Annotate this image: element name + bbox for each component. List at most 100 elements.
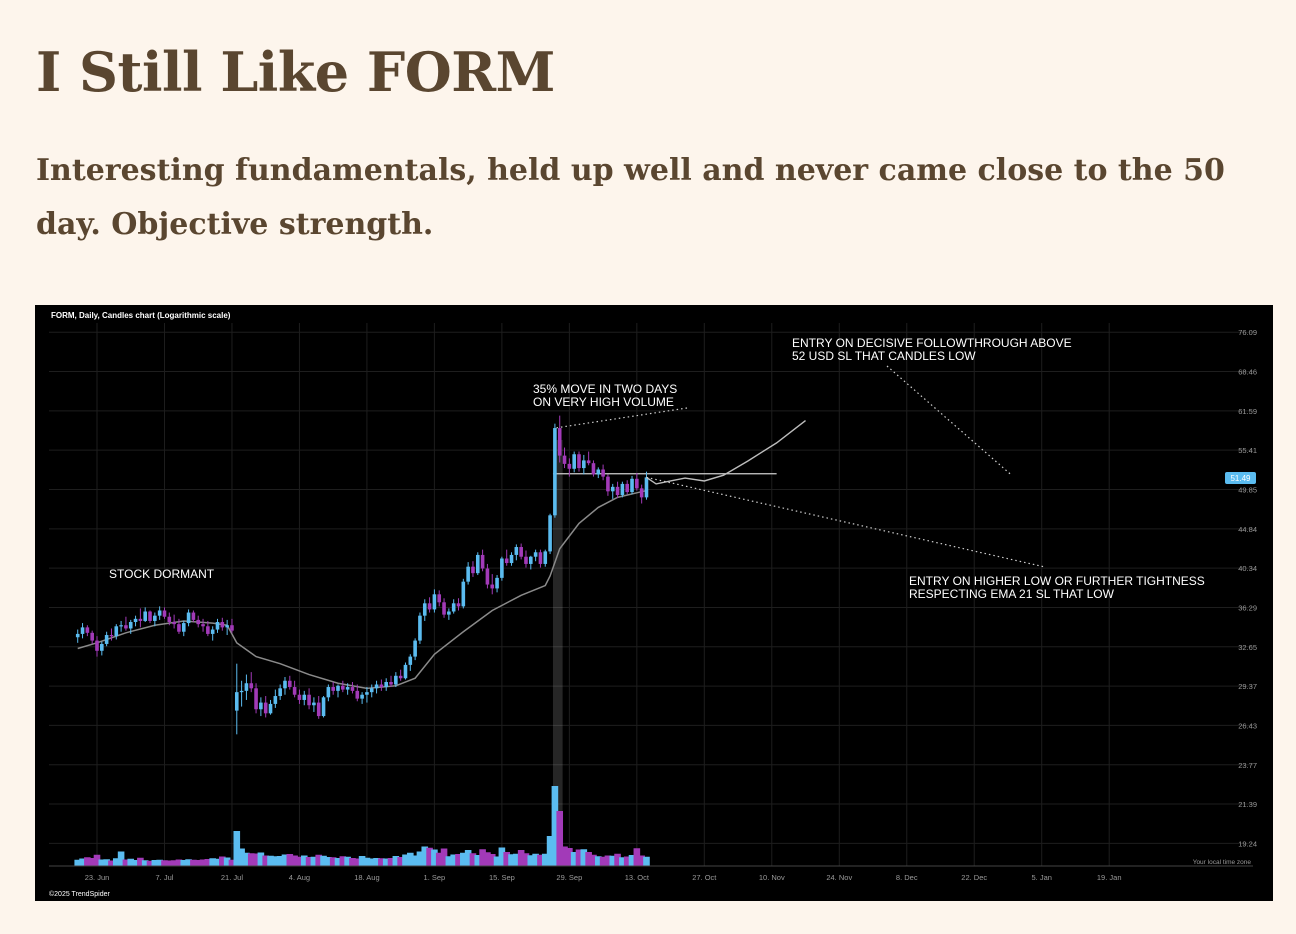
time-tick-3: 4. Aug: [289, 873, 310, 882]
candle-body-82: [471, 566, 475, 574]
volume-bar-72: [421, 846, 429, 866]
candles-layer: [75, 415, 649, 735]
volume-bar-51: [320, 855, 327, 866]
volume-bar-50: [315, 854, 323, 866]
volume-bar-31: [223, 857, 231, 866]
candle-body-89: [504, 558, 509, 564]
connector-entry-followthrough: [886, 365, 1011, 475]
volume-bar-87: [493, 856, 501, 866]
candle-body-68: [403, 664, 408, 679]
volume-bar-96: [537, 854, 544, 866]
candle-body-45: [292, 687, 297, 695]
time-tick-14: 5. Jan: [1032, 873, 1052, 882]
volume-bar-15: [146, 860, 154, 866]
candle-body-105: [582, 460, 586, 469]
time-tick-4: 18. Aug: [354, 873, 379, 882]
chart-title: FORM, Daily, Candles chart (Logarithmic …: [51, 311, 231, 320]
volume-bar-80: [460, 852, 467, 866]
candle-body-19: [167, 616, 172, 623]
candle-body-22: [181, 623, 186, 632]
volume-bar-37: [252, 853, 260, 866]
time-tick-2: 21. Jul: [221, 873, 243, 882]
candle-body-40: [268, 703, 273, 714]
candle-body-4: [95, 640, 99, 651]
volume-bar-98: [546, 836, 554, 866]
volume-bar-69: [407, 852, 414, 866]
article-subtitle: Interesting fundamentals, held up well a…: [36, 153, 1225, 242]
candle-body-3: [90, 632, 94, 641]
volume-bar-107: [590, 854, 597, 866]
volume-bar-89: [503, 852, 510, 866]
volume-bar-114: [623, 856, 631, 866]
candle-body-37: [254, 688, 258, 710]
candle-body-109: [601, 469, 605, 477]
volume-bar-43: [281, 854, 289, 866]
candle-body-90: [509, 554, 514, 564]
volume-bar-24: [190, 859, 197, 866]
annotation-35pct-move-line-0: 35% MOVE IN TWO DAYS: [533, 382, 677, 396]
volume-bar-55: [339, 856, 347, 866]
candle-body-31: [225, 625, 229, 628]
candle-body-61: [369, 688, 374, 693]
candle-body-50: [316, 702, 321, 717]
article-title: I Still Like FORM: [36, 40, 555, 104]
candle-body-17: [157, 610, 162, 616]
candle-body-113: [620, 483, 625, 496]
candle-body-25: [196, 619, 201, 625]
candle-body-54: [336, 685, 340, 691]
candle-body-42: [278, 688, 282, 697]
candle-body-104: [577, 454, 581, 469]
volume-bar-12: [132, 860, 139, 866]
candle-body-93: [524, 556, 528, 564]
volume-bar-46: [296, 856, 303, 866]
volume-bar-104: [575, 849, 583, 866]
candle-body-103: [572, 454, 576, 469]
chart-canvas[interactable]: 76.09 68.46 61.59 55.41 49.85 44.84 40.34 36.29…: [35, 305, 1273, 901]
candle-body-44: [288, 680, 292, 688]
annotation-entry-higher-low-line-1: RESPECTING EMA 21 SL THAT LOW: [909, 587, 1115, 601]
price-tick-9: 29.37: [1238, 682, 1257, 691]
volume-bar-54: [334, 858, 342, 866]
annotation-35pct-move-line-1: ON VERY HIGH VOLUME: [533, 395, 674, 409]
price-tick-3: 55.41: [1238, 446, 1257, 455]
candle-body-115: [630, 478, 634, 493]
volume-bar-32: [228, 859, 236, 866]
volume-bar-63: [378, 858, 385, 866]
candle-body-7: [109, 635, 114, 637]
volume-bar-14: [141, 860, 149, 866]
last-price-badge: 51.49: [1225, 472, 1256, 484]
candle-body-74: [432, 594, 437, 610]
time-tick-11: 24. Nov: [826, 873, 852, 882]
price-tick-10: 26.43: [1238, 721, 1257, 730]
volume-bar-7: [108, 860, 115, 866]
volume-bar-85: [484, 852, 491, 866]
candle-body-27: [206, 626, 210, 634]
volume-bar-36: [247, 853, 255, 866]
volume-bar-45: [291, 855, 298, 866]
projection-path: [646, 419, 806, 485]
volume-bar-1: [79, 858, 86, 866]
volume-bar-97: [541, 853, 549, 866]
candle-body-76: [442, 602, 446, 615]
price-axis: 76.09 68.46 61.59 55.41 49.85 44.84 40.34 36.29…: [1238, 328, 1257, 848]
candle-body-92: [519, 547, 523, 557]
volume-bar-5: [98, 859, 106, 866]
volume-bar-105: [580, 849, 588, 866]
price-tick-4: 49.85: [1238, 485, 1257, 494]
candle-body-16: [153, 615, 157, 621]
volume-bar-81: [464, 850, 472, 866]
candle-body-46: [297, 694, 302, 700]
stock-chart[interactable]: 76.09 68.46 61.59 55.41 49.85 44.84 40.34 36.29…: [35, 305, 1273, 901]
volume-bar-13: [137, 857, 144, 866]
candle-body-12: [133, 618, 138, 623]
candle-body-15: [148, 611, 152, 621]
candle-body-70: [413, 640, 417, 657]
candle-body-91: [514, 547, 519, 555]
candle-body-97: [543, 551, 548, 564]
volume-bar-75: [435, 852, 443, 866]
volume-bar-117: [638, 855, 645, 866]
candle-body-2: [85, 627, 90, 633]
volume-bar-92: [517, 850, 525, 866]
volume-bar-70: [411, 855, 419, 866]
time-tick-8: 13. Oct: [625, 873, 650, 882]
